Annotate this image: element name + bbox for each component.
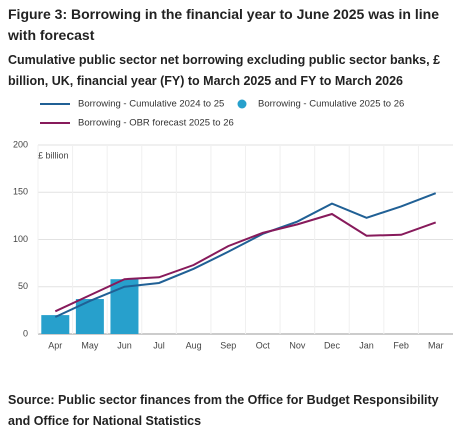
- x-tick-label: Mar: [428, 340, 444, 350]
- y-tick-label: 50: [18, 281, 28, 291]
- source-note: Source: Public sector finances from the …: [8, 393, 439, 428]
- x-tick-label: Nov: [289, 340, 306, 350]
- bar: [75, 299, 104, 334]
- y-tick-label: 100: [13, 234, 28, 244]
- line: [54, 192, 437, 318]
- x-tick-label: Jan: [359, 340, 374, 350]
- bar: [110, 279, 139, 334]
- legend-label: Borrowing - Cumulative 2024 to 25: [78, 99, 224, 110]
- x-tick-label: Oct: [256, 340, 271, 350]
- chart-title: Figure 3: Borrowing in the financial yea…: [8, 6, 439, 43]
- y-tick-label: 0: [23, 328, 28, 338]
- x-tick-label: Apr: [48, 340, 62, 350]
- x-tick-label: Aug: [186, 340, 202, 350]
- bar: [41, 315, 70, 334]
- legend-label: Borrowing - Cumulative 2025 to 26: [258, 99, 404, 110]
- x-tick-label: Dec: [324, 340, 341, 350]
- x-tick-label: Jul: [153, 340, 165, 350]
- x-tick-label: Sep: [220, 340, 236, 350]
- y-tick-label: 200: [13, 139, 28, 149]
- y-axis-label: £ billion: [38, 150, 69, 160]
- line: [54, 212, 437, 313]
- x-tick-label: May: [81, 340, 99, 350]
- legend-swatch: [237, 99, 247, 109]
- x-tick-label: Feb: [393, 340, 409, 350]
- x-tick-label: Jun: [117, 340, 132, 350]
- chart-subtitle: Cumulative public sector net borrowing e…: [8, 53, 441, 88]
- legend-label: Borrowing - OBR forecast 2025 to 26: [78, 118, 234, 129]
- y-tick-label: 150: [13, 187, 28, 197]
